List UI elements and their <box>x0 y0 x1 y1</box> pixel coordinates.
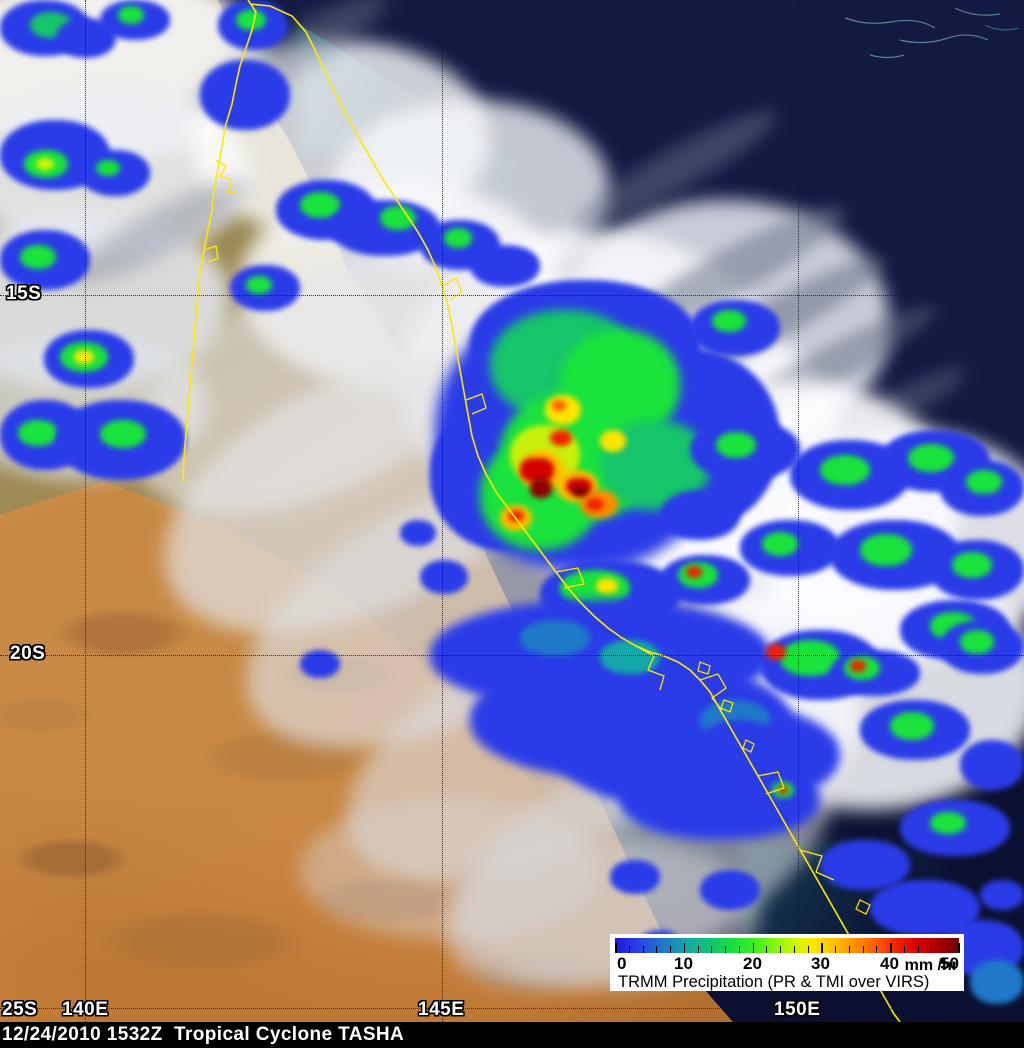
colorbar-tick-20: 20 <box>743 954 762 973</box>
legend-title: TRMM Precipitation (PR & TMI over VIRS) <box>618 973 930 991</box>
caption-text: 12/24/2010 1532Z Tropical Cyclone TASHA <box>2 1024 405 1045</box>
colorbar-tick-0: 0 <box>617 954 627 973</box>
colorbar-tick-labels: 0 10 20 30 40 50 mm /hr <box>615 954 959 974</box>
precipitation-colorbar <box>615 938 959 953</box>
graticule-label-25S: 25S <box>2 999 38 1020</box>
coastal-shelf-water <box>380 120 610 250</box>
colorbar-tick-50: 50 <box>940 954 959 973</box>
graticule-label-15S: 15S <box>6 283 42 304</box>
caption-bar: 12/24/2010 1532Z Tropical Cyclone TASHA <box>0 1022 1024 1048</box>
graticule-label-140E: 140E <box>62 999 109 1020</box>
colorbar-unit: mm /hr <box>904 957 958 974</box>
colorbar-tick-10: 10 <box>674 954 693 973</box>
precipitation-legend: 0 10 20 30 40 50 mm /hr TRMM Precipitati… <box>610 934 964 991</box>
graticule-label-145E: 145E <box>418 999 465 1020</box>
graticule-label-150E: 150E <box>774 999 821 1020</box>
map-canvas: 15S 20S 25S 140E 145E 150E <box>0 0 1024 1022</box>
colorbar-wrapper <box>615 938 960 953</box>
colorbar-tick-40: 40 <box>880 954 899 973</box>
graticule-label-20S: 20S <box>10 643 46 664</box>
colorbar-tick-30: 30 <box>811 954 830 973</box>
